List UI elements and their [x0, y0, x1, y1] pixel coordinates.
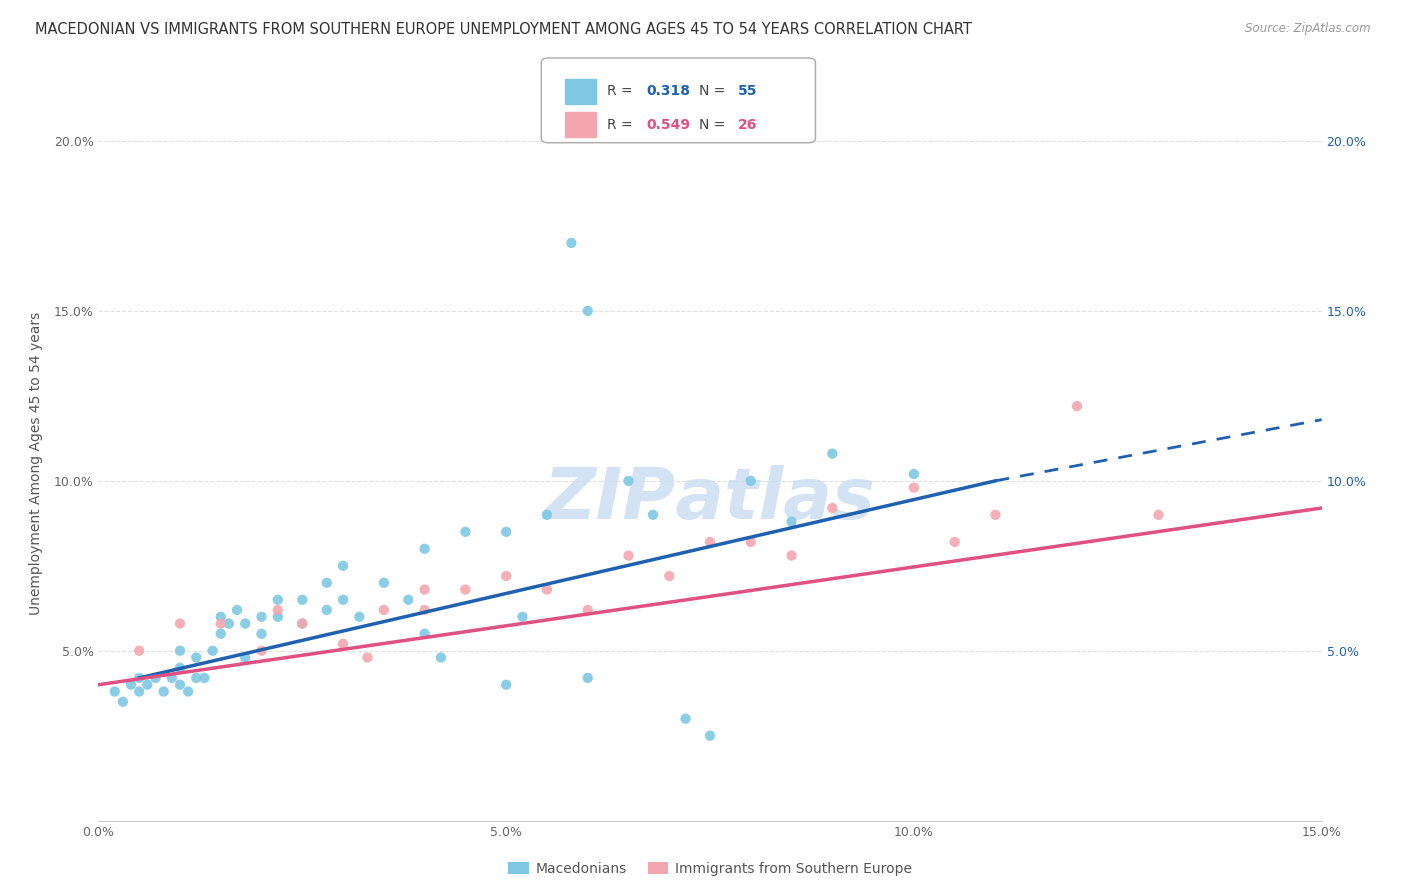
Point	[267, 592, 290, 607]
Point	[169, 616, 191, 631]
Point	[233, 650, 256, 665]
Point	[903, 481, 925, 495]
Point	[740, 535, 762, 549]
Point	[120, 678, 142, 692]
Point	[512, 609, 534, 624]
Point	[576, 304, 599, 318]
Point	[617, 549, 640, 563]
Point	[186, 650, 208, 665]
Point	[495, 524, 517, 539]
Point	[201, 644, 224, 658]
Text: N =: N =	[699, 118, 730, 132]
Point	[209, 626, 232, 640]
Point	[209, 616, 232, 631]
Point	[780, 515, 803, 529]
Point	[560, 235, 582, 250]
Point	[349, 609, 371, 624]
Point	[413, 541, 436, 556]
Legend: Macedonians, Immigrants from Southern Europe: Macedonians, Immigrants from Southern Eu…	[502, 856, 918, 881]
Point	[373, 603, 395, 617]
Point	[454, 524, 477, 539]
Point	[1066, 399, 1088, 413]
Point	[160, 671, 183, 685]
Point	[903, 467, 925, 481]
Point	[250, 609, 273, 624]
Point	[536, 582, 558, 597]
Point	[495, 569, 517, 583]
Point	[128, 671, 150, 685]
Point	[267, 603, 290, 617]
Point	[291, 592, 314, 607]
Point	[315, 575, 337, 590]
Point	[536, 508, 558, 522]
Point	[356, 650, 378, 665]
Point	[821, 447, 844, 461]
Text: 26: 26	[738, 118, 758, 132]
Point	[169, 644, 191, 658]
Point	[291, 616, 314, 631]
Point	[821, 501, 844, 516]
Point	[576, 603, 599, 617]
Point	[430, 650, 453, 665]
Point	[373, 575, 395, 590]
Point	[641, 508, 664, 522]
Point	[209, 609, 232, 624]
Point	[943, 535, 966, 549]
Point	[145, 671, 167, 685]
Point	[413, 603, 436, 617]
Text: MACEDONIAN VS IMMIGRANTS FROM SOUTHERN EUROPE UNEMPLOYMENT AMONG AGES 45 TO 54 Y: MACEDONIAN VS IMMIGRANTS FROM SOUTHERN E…	[35, 22, 972, 37]
Text: 0.549: 0.549	[647, 118, 690, 132]
Point	[111, 695, 134, 709]
Point	[1147, 508, 1170, 522]
Point	[699, 535, 721, 549]
Point	[250, 644, 273, 658]
Point	[780, 549, 803, 563]
Text: 0.318: 0.318	[647, 84, 690, 98]
Text: R =: R =	[607, 84, 637, 98]
Point	[576, 671, 599, 685]
Text: 55: 55	[738, 84, 758, 98]
Text: ZIP​atlas: ZIP​atlas	[544, 465, 876, 534]
Point	[186, 671, 208, 685]
Point	[267, 609, 290, 624]
Point	[291, 616, 314, 631]
Point	[169, 661, 191, 675]
Point	[740, 474, 762, 488]
Point	[233, 616, 256, 631]
Y-axis label: Unemployment Among Ages 45 to 54 years: Unemployment Among Ages 45 to 54 years	[28, 312, 42, 615]
Point	[177, 684, 200, 698]
Text: N =: N =	[699, 84, 730, 98]
Point	[413, 582, 436, 597]
Point	[617, 474, 640, 488]
Point	[413, 626, 436, 640]
Point	[332, 592, 354, 607]
Point	[250, 626, 273, 640]
Point	[136, 678, 159, 692]
Point	[984, 508, 1007, 522]
Text: R =: R =	[607, 118, 637, 132]
Text: Source: ZipAtlas.com: Source: ZipAtlas.com	[1246, 22, 1371, 36]
Point	[169, 678, 191, 692]
Point	[226, 603, 249, 617]
Point	[658, 569, 681, 583]
Point	[218, 616, 240, 631]
Point	[332, 637, 354, 651]
Point	[699, 729, 721, 743]
Point	[128, 644, 150, 658]
Point	[675, 712, 697, 726]
Point	[104, 684, 127, 698]
Point	[454, 582, 477, 597]
Point	[315, 603, 337, 617]
Point	[152, 684, 174, 698]
Point	[193, 671, 215, 685]
Point	[396, 592, 419, 607]
Point	[128, 684, 150, 698]
Point	[332, 558, 354, 573]
Point	[495, 678, 517, 692]
